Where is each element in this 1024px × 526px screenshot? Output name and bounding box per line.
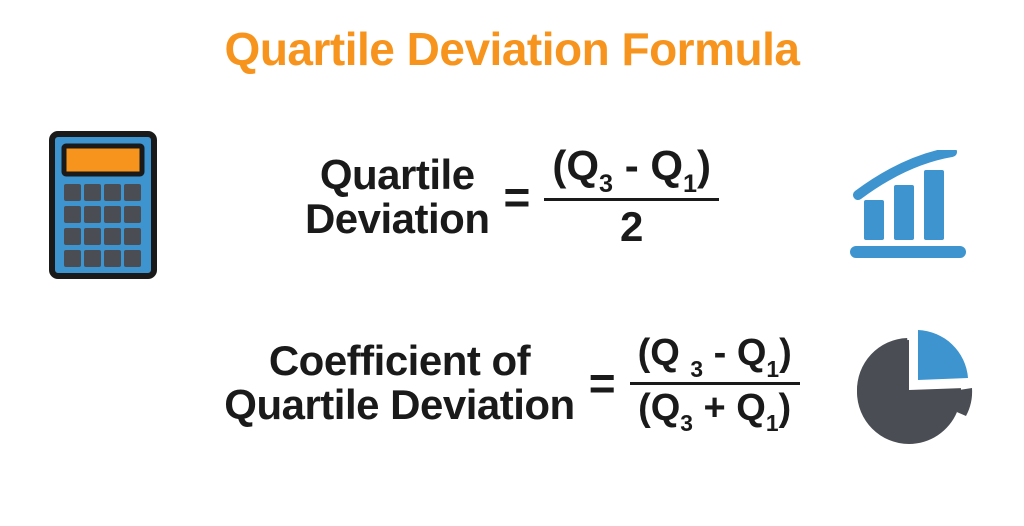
formula-coefficient-quartile-deviation: Coefficient of Quartile Deviation = (Q 3… (0, 330, 1024, 436)
equals-sign: = (589, 356, 616, 410)
formula2-fraction: (Q 3 - Q1) (Q3 + Q1) (630, 330, 800, 436)
formula1-numerator: (Q3 - Q1) (544, 140, 719, 198)
equals-sign: = (503, 170, 530, 224)
formula2-denominator: (Q3 + Q1) (630, 385, 799, 437)
formula2-label: Coefficient of Quartile Deviation (224, 339, 574, 427)
formula1-label-line1: Quartile (305, 153, 490, 197)
formula2-label-line1: Coefficient of (224, 339, 574, 383)
formula-quartile-deviation: Quartile Deviation = (Q3 - Q1) 2 (0, 140, 1024, 253)
formula2-numerator: (Q 3 - Q1) (630, 330, 800, 382)
formula1-label-line2: Deviation (305, 197, 490, 241)
formula1-denominator: 2 (612, 201, 651, 253)
page-title: Quartile Deviation Formula (0, 0, 1024, 76)
formula1-fraction: (Q3 - Q1) 2 (544, 140, 719, 253)
formula2-label-line2: Quartile Deviation (224, 383, 574, 427)
formula1-label: Quartile Deviation (305, 153, 490, 241)
